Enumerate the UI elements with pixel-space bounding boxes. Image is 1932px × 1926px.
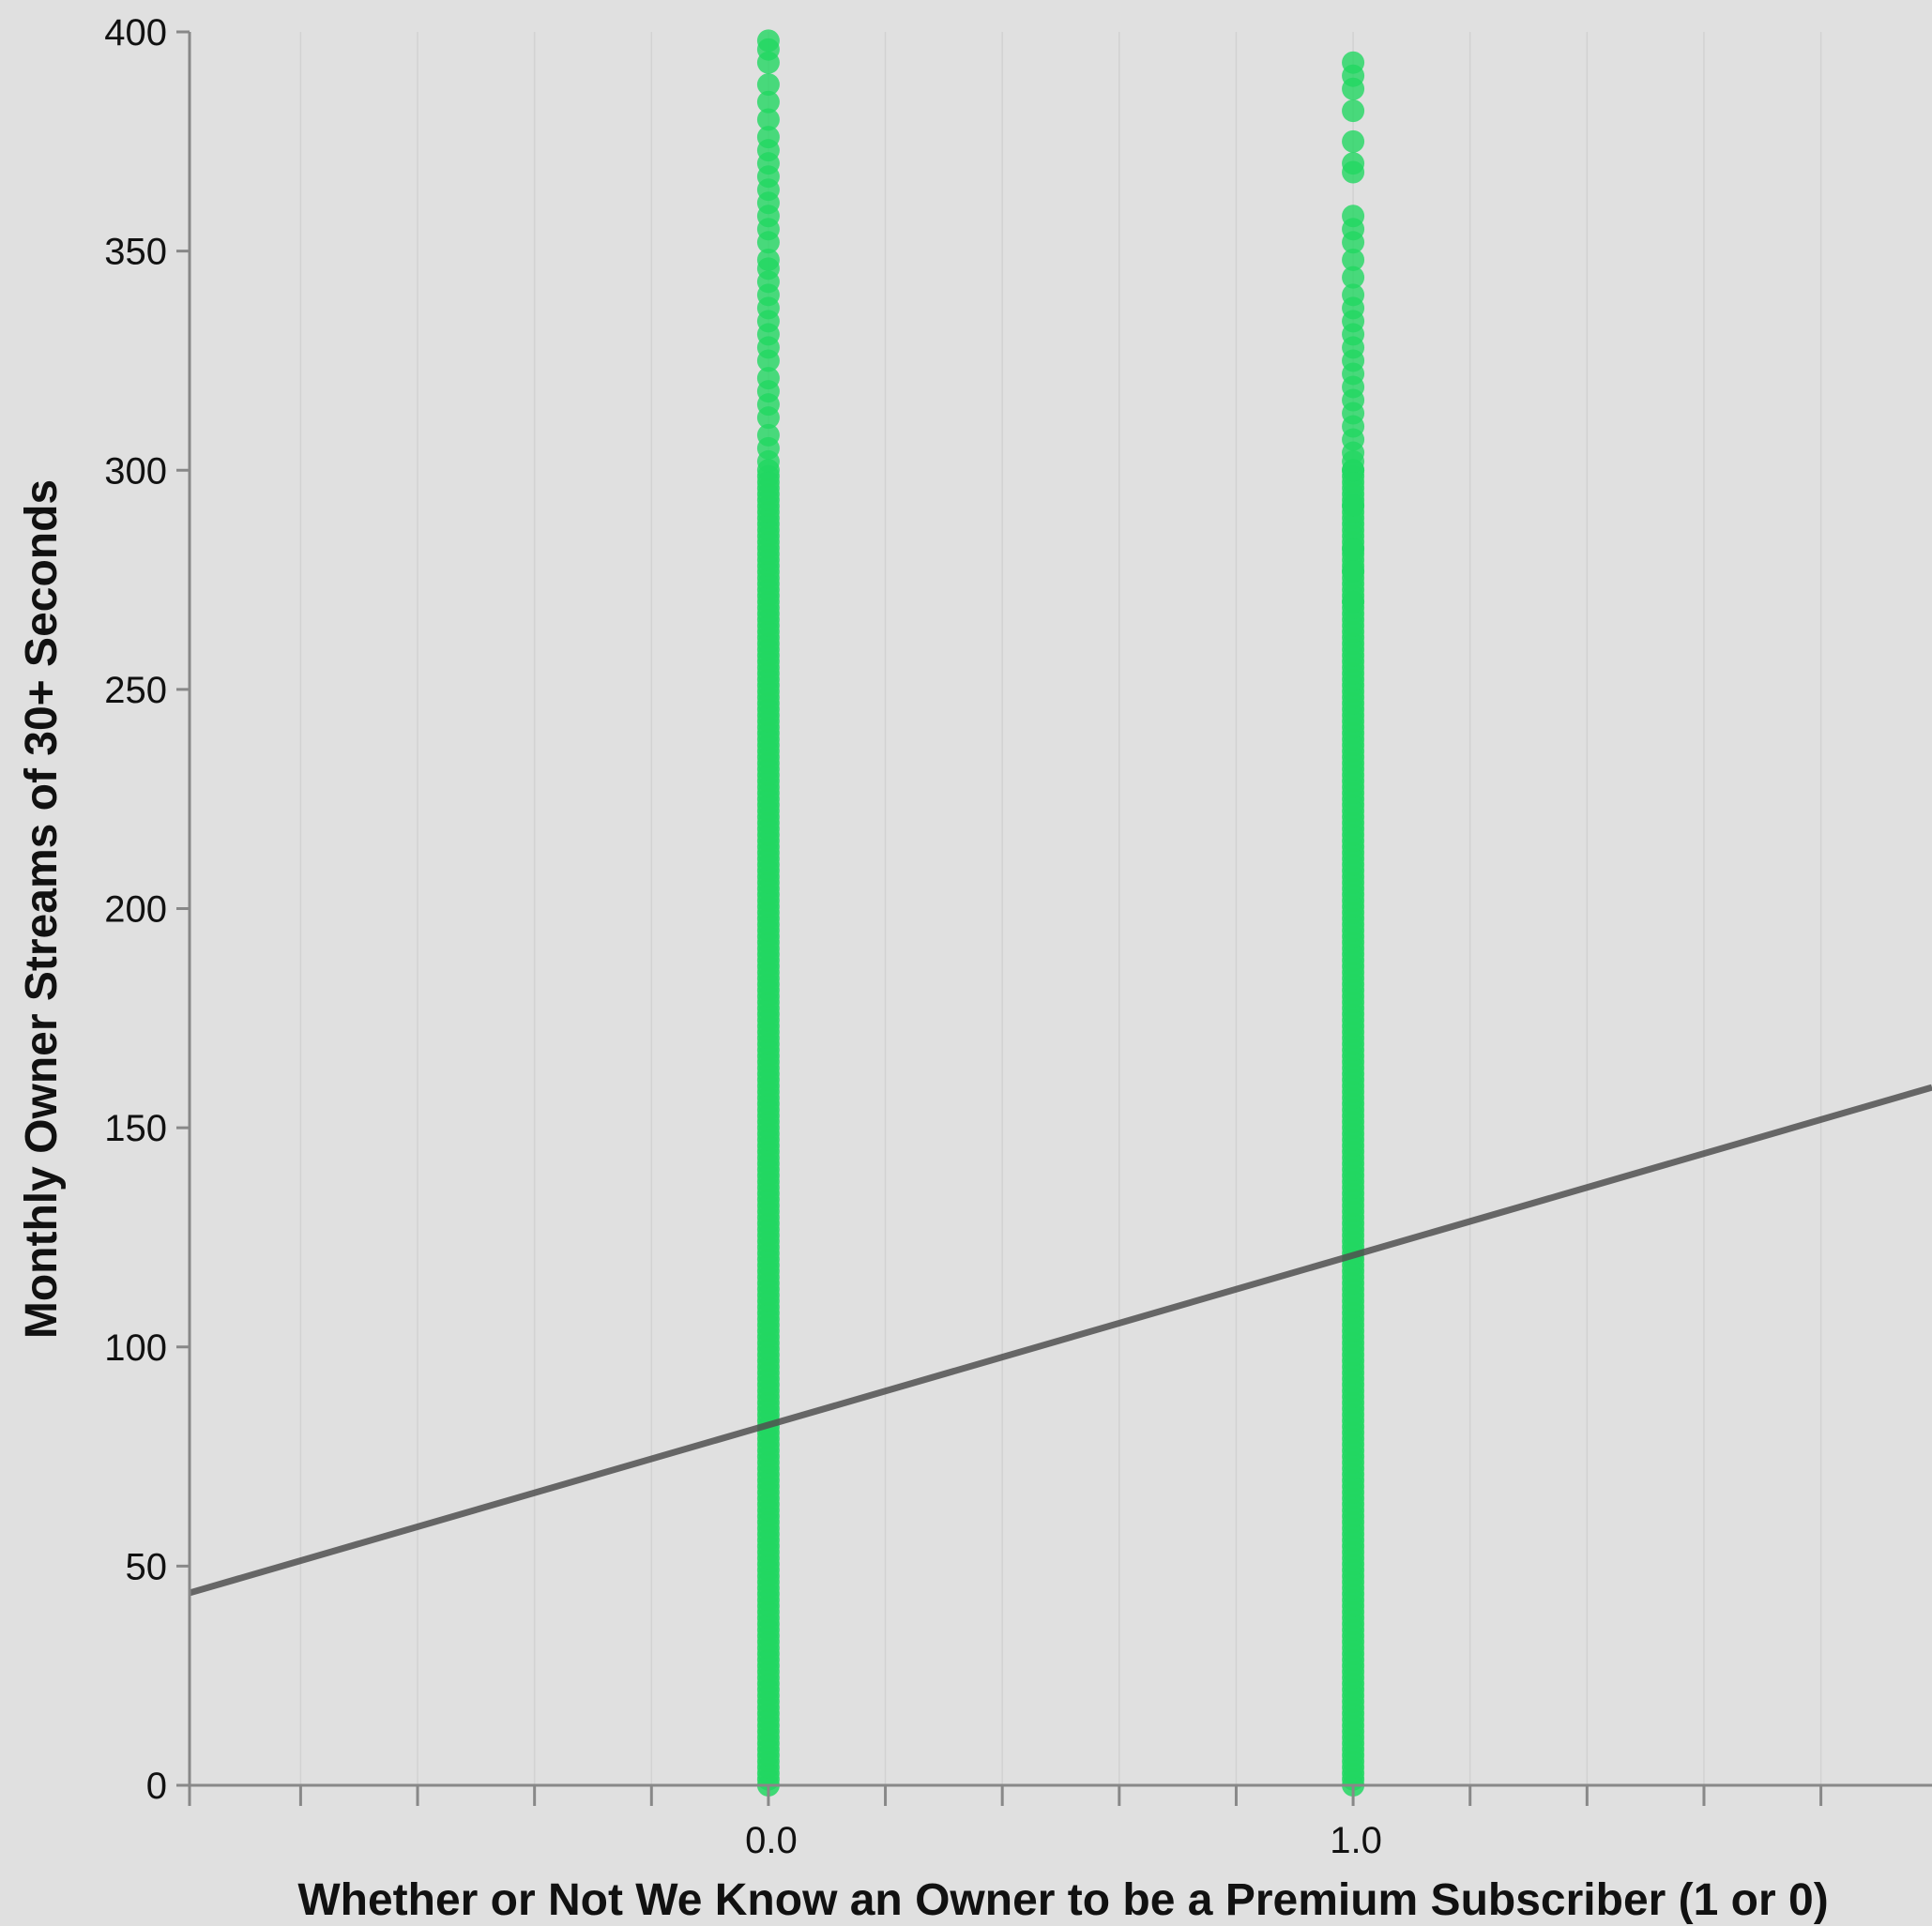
data-point [1342, 265, 1365, 289]
tick-labels: 0 50 100 150 200 250 300 350 400 0.0 1.0 [104, 12, 1382, 1861]
data-point [756, 248, 780, 271]
data-point [1342, 283, 1365, 307]
y-tick-label: 300 [104, 450, 167, 492]
data-points [756, 29, 1365, 1797]
trendline-layer [189, 1084, 1932, 1597]
y-tick-label: 0 [146, 1766, 167, 1807]
data-point [1342, 152, 1365, 175]
data-point [1342, 99, 1365, 123]
data-point [756, 126, 780, 149]
data-point [1342, 51, 1365, 74]
regression-trendline [189, 1084, 1932, 1597]
y-tick-label: 400 [104, 12, 167, 53]
data-point [756, 73, 780, 97]
y-tick-label: 200 [104, 889, 167, 931]
axes [176, 30, 1932, 1806]
y-tick-label: 250 [104, 670, 167, 711]
data-point [756, 108, 780, 131]
y-tick-label: 100 [104, 1327, 167, 1369]
x-axis-title: Whether or Not We Know an Owner to be a … [297, 1875, 1828, 1925]
y-tick-label: 150 [104, 1108, 167, 1149]
data-point [1342, 538, 1365, 561]
data-point [756, 29, 780, 53]
y-tick-label: 50 [126, 1546, 168, 1587]
data-point [756, 423, 780, 447]
data-point [1342, 493, 1365, 517]
data-point [1342, 248, 1365, 271]
x-tick-label: 1.0 [1330, 1820, 1382, 1861]
data-point [756, 367, 780, 390]
data-point [1342, 129, 1365, 153]
data-point [1342, 559, 1365, 583]
y-axis-title: Monthly Owner Streams of 30+ Seconds [17, 479, 67, 1339]
y-tick-label: 350 [104, 232, 167, 273]
data-point [756, 90, 780, 114]
x-tick-label: 0.0 [745, 1820, 798, 1861]
data-point [1342, 205, 1365, 228]
data-point [1342, 590, 1365, 614]
